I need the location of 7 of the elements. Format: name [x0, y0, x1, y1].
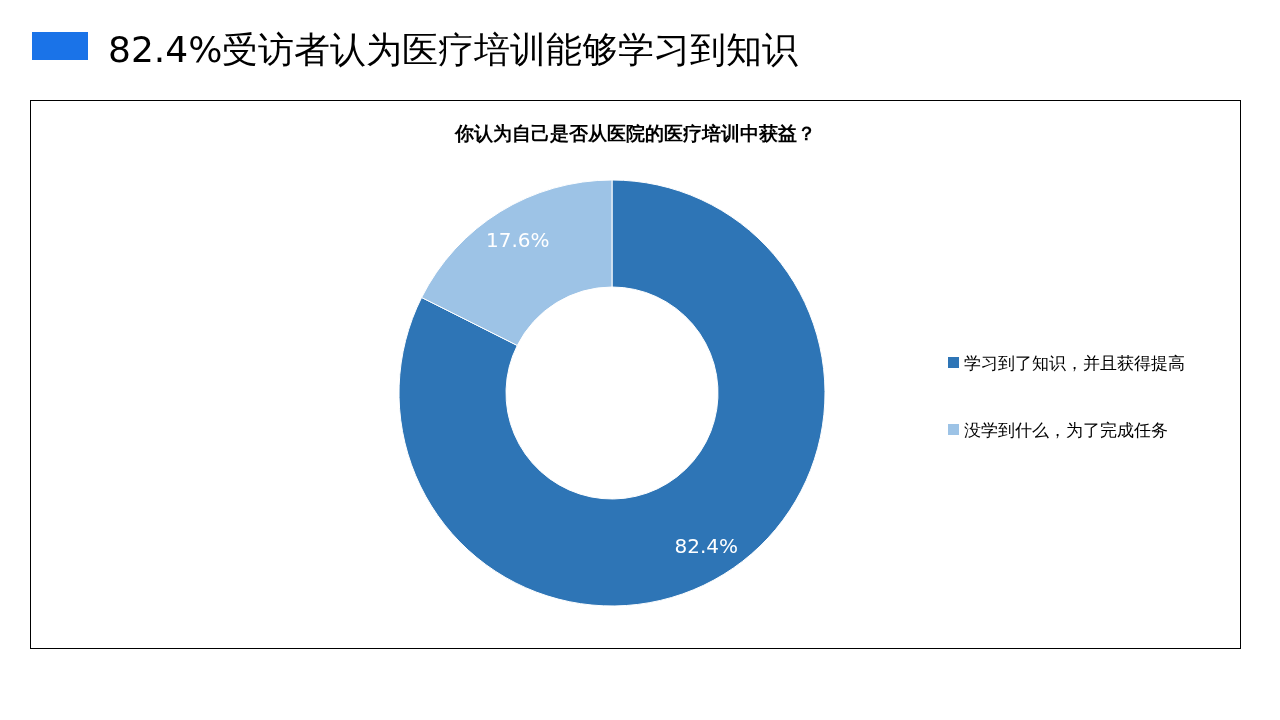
data-label: 17.6% [485, 228, 550, 253]
legend-label: 学习到了知识，并且获得提高 [964, 353, 1185, 373]
legend-label: 没学到什么，为了完成任务 [964, 420, 1168, 440]
chart-subtitle: 你认为自己是否从医院的医疗培训中获益？ [453, 122, 816, 144]
donut-slice [398, 179, 826, 607]
data-label: 82.4% [674, 533, 739, 558]
chart-title: 82.4%受访者认为医疗培训能够学习到知识 [108, 29, 799, 70]
